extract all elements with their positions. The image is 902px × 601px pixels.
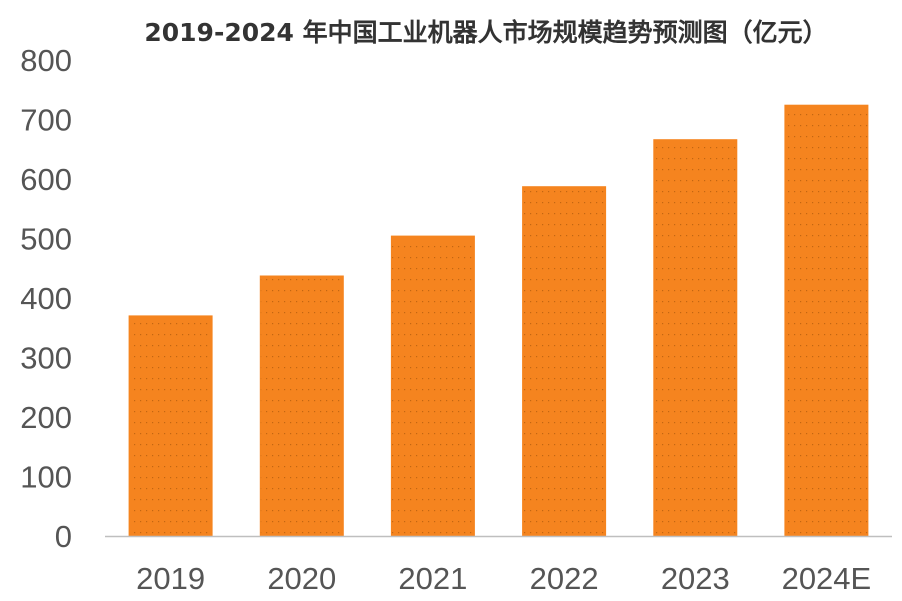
chart-title: 2019-2024 年中国工业机器人市场规模趋势预测图（亿元）	[144, 18, 827, 47]
y-tick-label: 700	[20, 103, 72, 138]
bar-2024e	[784, 104, 869, 537]
y-tick-label: 0	[55, 519, 72, 554]
y-axis: 0 100 200 300 400 500 600 700 800	[20, 43, 72, 554]
x-tick-label: 2021	[398, 561, 467, 596]
y-tick-label: 300	[20, 341, 72, 376]
y-tick-label: 200	[20, 400, 72, 435]
bar-2019	[128, 315, 213, 537]
bar-2022	[522, 186, 607, 537]
x-tick-label: 2024E	[782, 561, 872, 596]
x-tick-label: 2022	[530, 561, 599, 596]
bar-series	[128, 104, 869, 537]
y-tick-label: 800	[20, 43, 72, 78]
bar-2020	[259, 275, 344, 537]
x-tick-label: 2023	[661, 561, 730, 596]
x-tick-label: 2019	[136, 561, 205, 596]
y-tick-label: 500	[20, 222, 72, 257]
x-axis: 2019 2020 2021 2022 2023 2024E	[136, 561, 871, 596]
y-tick-label: 600	[20, 162, 72, 197]
bar-2023	[653, 139, 738, 537]
bar-2021	[390, 235, 475, 537]
x-tick-label: 2020	[267, 561, 336, 596]
y-tick-label: 400	[20, 281, 72, 316]
y-tick-label: 100	[20, 460, 72, 495]
